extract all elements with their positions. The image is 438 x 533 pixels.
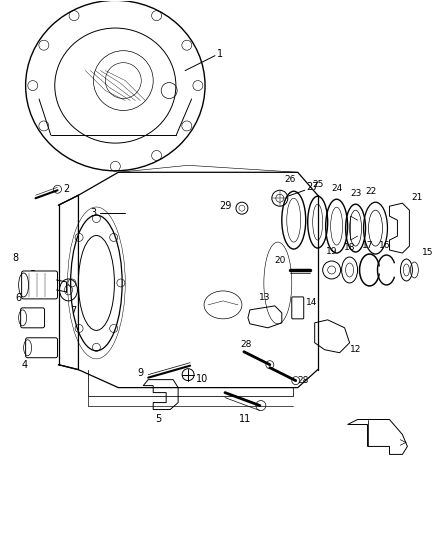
Text: 17: 17 xyxy=(362,241,373,250)
Text: 27: 27 xyxy=(307,182,319,192)
Text: 6: 6 xyxy=(16,293,22,303)
Text: 18: 18 xyxy=(344,243,355,252)
Text: 11: 11 xyxy=(239,414,251,424)
Text: 13: 13 xyxy=(259,293,271,302)
Text: 4: 4 xyxy=(21,360,28,370)
Text: 9: 9 xyxy=(137,368,143,378)
Text: 3: 3 xyxy=(90,208,96,218)
Text: 24: 24 xyxy=(331,184,342,193)
Text: 14: 14 xyxy=(306,298,317,308)
Text: 23: 23 xyxy=(350,189,361,198)
Text: 22: 22 xyxy=(365,187,376,196)
Text: 2: 2 xyxy=(64,184,70,194)
Text: 28: 28 xyxy=(240,340,251,349)
Text: 10: 10 xyxy=(196,374,208,384)
Text: 28: 28 xyxy=(298,376,309,385)
Text: 16: 16 xyxy=(379,241,390,250)
Text: 20: 20 xyxy=(274,256,286,265)
Text: 8: 8 xyxy=(13,253,19,263)
Text: 7: 7 xyxy=(71,306,77,316)
Text: 21: 21 xyxy=(411,193,423,202)
Text: 12: 12 xyxy=(350,345,361,354)
Text: 1: 1 xyxy=(217,49,223,59)
Text: 29: 29 xyxy=(219,201,232,211)
Text: 15: 15 xyxy=(422,248,434,257)
Text: 25: 25 xyxy=(312,180,323,189)
Text: 19: 19 xyxy=(326,247,337,256)
Text: 26: 26 xyxy=(284,175,296,184)
Text: 5: 5 xyxy=(155,414,161,424)
